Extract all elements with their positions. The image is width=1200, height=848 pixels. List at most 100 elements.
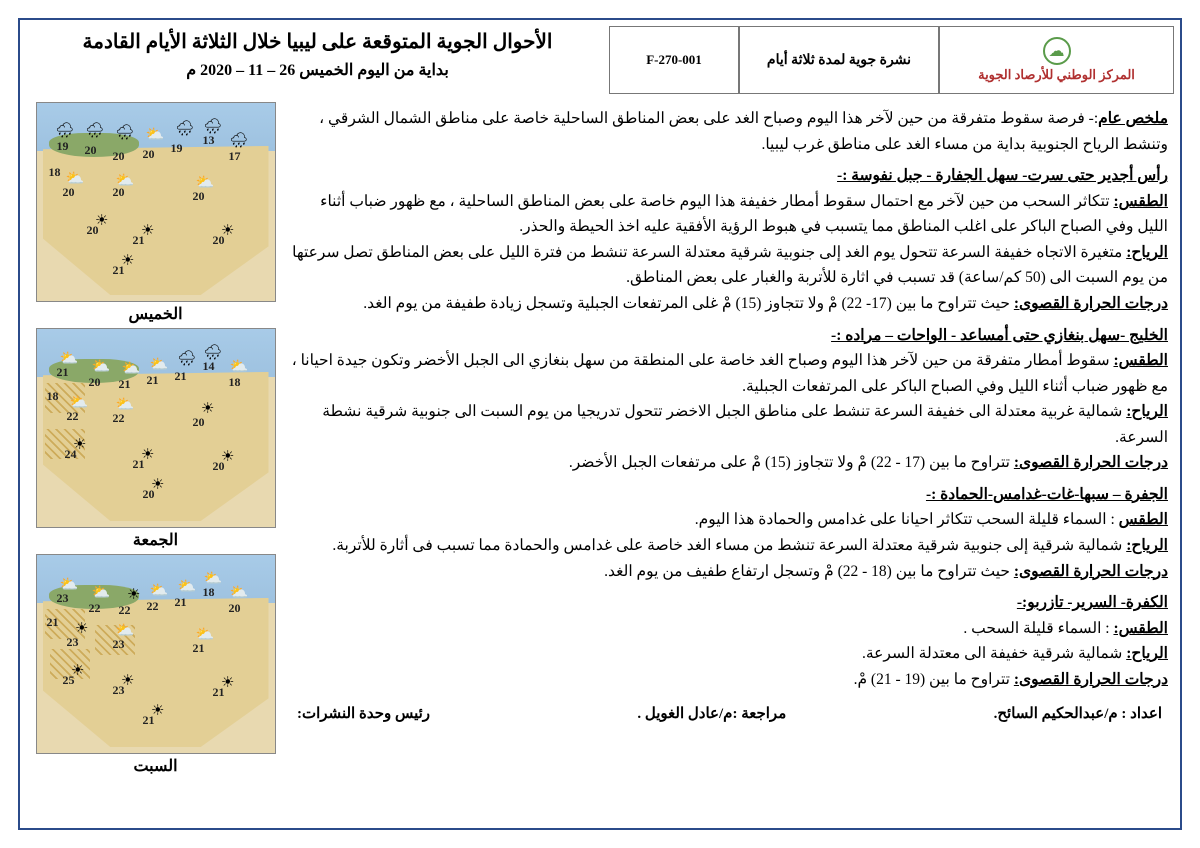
summary-text: :- فرصة سقوط متفرقة من حين لآخر هذا اليو… (319, 110, 1168, 153)
wind-line: الرياح: شمالية شرقية خفيفة الى معتدلة ال… (291, 641, 1168, 667)
corner-ornament (18, 18, 32, 32)
org-name: المركز الوطني للأرصاد الجوية (978, 67, 1135, 83)
temp-value: 13 (203, 133, 215, 148)
main-title: الأحوال الجوية المتوقعة على ليبيا خلال ا… (46, 28, 589, 56)
map-day-label: الجمعة (133, 530, 178, 550)
corner-ornament (1168, 18, 1182, 32)
weather-icon: ⛅ (92, 583, 111, 602)
region-block: رأس أجدير حتى سرت- سهل الجفارة - جبل نفو… (291, 163, 1168, 316)
temp-value: 23 (67, 635, 79, 650)
weather-icon: ⛅ (150, 355, 169, 374)
temp-value: 22 (89, 601, 101, 616)
weather-icon: ⛅ (230, 583, 249, 602)
footer-row: اعداد : م/عبدالحكيم السائح. مراجعة :م/عا… (291, 702, 1168, 727)
region-name: رأس أجدير حتى سرت- سهل الجفارة - جبل نفو… (291, 163, 1168, 189)
temp-value: 20 (87, 223, 99, 238)
region-name: الكفرة- السرير- تازربو:- (291, 590, 1168, 616)
corner-ornament (18, 816, 32, 830)
wind-label: الرياح: (1126, 403, 1168, 420)
region-block: الخليج -سهل بنغازي حتى أمساعد - الواحات … (291, 323, 1168, 476)
wind-line: الرياح: شمالية غربية معتدلة الى خفيفة ال… (291, 399, 1168, 450)
summary-paragraph: ملخص عام:- فرصة سقوط متفرقة من حين لآخر … (291, 106, 1168, 157)
weather-label: الطقس (1119, 511, 1168, 528)
map-day-label: السبت (133, 756, 177, 776)
temp-label: درجات الحرارة القصوى: (1014, 563, 1168, 580)
weather-text: سقوط أمطار متفرقة من حين لآخر هذا اليوم … (292, 352, 1168, 395)
temp-value: 20 (143, 147, 155, 162)
weather-icon: 🌧 (177, 349, 196, 368)
weather-icon: ☀ (127, 585, 140, 604)
map-block: ⛅⛅☀⛅⛅⛅⛅☀⛅⛅☀☀☀☀23222222211820212323212523… (30, 554, 281, 776)
header-row: ☁ المركز الوطني للأرصاد الجوية نشرة جوية… (26, 26, 1174, 94)
temp-value: 18 (229, 375, 241, 390)
sub-title: بداية من اليوم الخميس 26 – 11 – 2020 م (46, 60, 589, 80)
content-row: ملخص عام:- فرصة سقوط متفرقة من حين لآخر … (26, 102, 1174, 818)
temp-value: 20 (193, 189, 205, 204)
weather-text: : السماء قليلة السحب تتكاثر احيانا على غ… (695, 511, 1115, 528)
weather-icon: 🌧 (85, 121, 104, 140)
weather-icon: 🌧 (115, 123, 134, 142)
temp-value: 21 (119, 377, 131, 392)
weather-icon: ⛅ (178, 577, 197, 596)
temp-value: 21 (147, 373, 159, 388)
temp-value: 20 (113, 149, 125, 164)
temp-text: تتراوح ما بين (17 - 22) مْ ولا تتجاوز (1… (569, 454, 1010, 471)
temp-value: 21 (213, 685, 225, 700)
temp-value: 22 (113, 411, 125, 426)
temp-label: درجات الحرارة القصوى: (1014, 454, 1168, 471)
temp-value: 25 (63, 673, 75, 688)
temp-label: درجات الحرارة القصوى: (1014, 671, 1168, 688)
region-name: الجفرة – سبها-غات-غدامس-الحمادة :- (291, 482, 1168, 508)
summary-label: ملخص عام (1098, 110, 1168, 127)
region-name: الخليج -سهل بنغازي حتى أمساعد - الواحات … (291, 323, 1168, 349)
temp-value: 14 (203, 359, 215, 374)
region-block: الجفرة – سبها-غات-غدامس-الحمادة :-الطقس … (291, 482, 1168, 584)
temp-value: 20 (63, 185, 75, 200)
reviewed-by: مراجعة :م/عادل الغويل . (637, 702, 786, 727)
map-day-label: الخميس (128, 304, 182, 324)
temp-value: 21 (133, 457, 145, 472)
temp-value: 21 (133, 233, 145, 248)
wind-text: متغيرة الاتجاه خفيفة السرعة تتحول يوم ال… (292, 244, 1168, 287)
wind-label: الرياح: (1126, 645, 1168, 662)
temp-line: درجات الحرارة القصوى: حيث تتراوح ما بين … (291, 291, 1168, 317)
temp-value: 23 (113, 637, 125, 652)
weather-line: الطقس : السماء قليلة السحب تتكاثر احيانا… (291, 507, 1168, 533)
temp-line: درجات الحرارة القصوى: حيث تتراوح ما بين … (291, 559, 1168, 585)
weather-label: الطقس: (1113, 193, 1168, 210)
temp-value: 20 (213, 459, 225, 474)
temp-value: 21 (57, 365, 69, 380)
temp-value: 21 (47, 615, 59, 630)
wind-text: شمالية شرقية إلى جنوبية شرقية معتدلة الس… (332, 537, 1122, 554)
weather-text: تتكاثر السحب من حين لآخر مع احتمال سقوط … (320, 193, 1168, 236)
corner-ornament (1168, 816, 1182, 830)
temp-value: 23 (113, 683, 125, 698)
temp-value: 20 (85, 143, 97, 158)
temp-value: 19 (57, 139, 69, 154)
weather-icon: 🌧 (55, 121, 74, 140)
weather-line: الطقس: : السماء قليلة السحب . (291, 616, 1168, 642)
temp-value: 20 (229, 601, 241, 616)
temp-text: تتراوح ما بين (19 - 21) مْ. (854, 671, 1010, 688)
forecast-map: 🌧🌧🌧⛅🌧🌧🌧⛅⛅⛅☀☀☀☀19202020191317182020202021… (36, 102, 276, 302)
temp-label: درجات الحرارة القصوى: (1014, 295, 1168, 312)
wind-label: الرياح: (1126, 244, 1168, 261)
wind-line: الرياح: شمالية شرقية إلى جنوبية شرقية مع… (291, 533, 1168, 559)
temp-value: 19 (171, 141, 183, 156)
unit-head: رئيس وحدة النشرات: (297, 702, 430, 727)
bulletin-label: نشرة جوية لمدة ثلاثة أيام (739, 26, 939, 94)
weather-text: : السماء قليلة السحب . (963, 620, 1109, 637)
temp-line: درجات الحرارة القصوى: تتراوح ما بين (19 … (291, 667, 1168, 693)
weather-icon: ⛅ (230, 357, 249, 376)
temp-value: 20 (143, 487, 155, 502)
wind-line: الرياح: متغيرة الاتجاه خفيفة السرعة تتحو… (291, 240, 1168, 291)
weather-icon: ⛅ (122, 359, 141, 378)
org-logo-cell: ☁ المركز الوطني للأرصاد الجوية (939, 26, 1174, 94)
temp-value: 21 (143, 713, 155, 728)
weather-label: الطقس: (1113, 620, 1168, 637)
weather-icon: ⛅ (92, 357, 111, 376)
map-block: 🌧🌧🌧⛅🌧🌧🌧⛅⛅⛅☀☀☀☀19202020191317182020202021… (30, 102, 281, 324)
weather-line: الطقس: تتكاثر السحب من حين لآخر مع احتما… (291, 189, 1168, 240)
forecast-map: ⛅⛅☀⛅⛅⛅⛅☀⛅⛅☀☀☀☀23222222211820212323212523… (36, 554, 276, 754)
temp-value: 18 (49, 165, 61, 180)
